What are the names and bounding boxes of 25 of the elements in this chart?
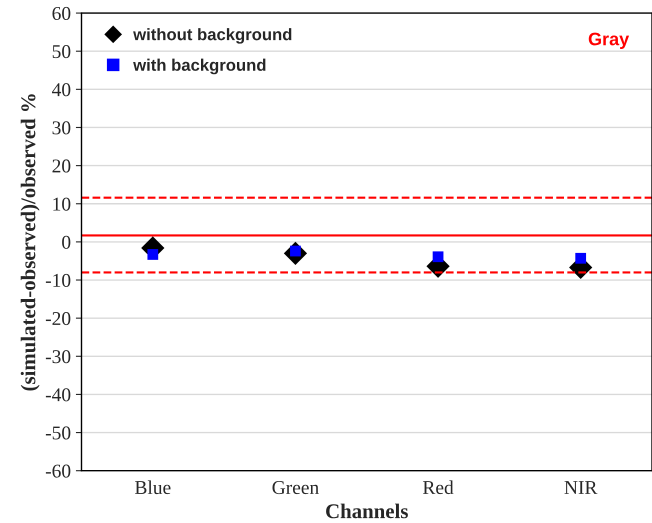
y-tick-label: -20 — [46, 312, 70, 326]
y-tick-label: -50 — [46, 426, 70, 440]
y-tick-label: 20 — [52, 159, 70, 173]
point — [432, 251, 444, 262]
y-tick-label: 60 — [52, 6, 70, 20]
y-tick-label: -60 — [46, 464, 70, 478]
legend-label: with background — [133, 58, 266, 74]
y-tick-label: 50 — [52, 45, 70, 58]
x-tick-label: NIR — [564, 481, 598, 494]
point — [147, 249, 158, 260]
x-tick-label: Green — [272, 481, 319, 494]
y-tick-label: -10 — [46, 274, 70, 287]
x-tick-label: Red — [422, 480, 454, 494]
x-axis-title: Channels — [326, 504, 408, 518]
y-tick-label: -40 — [46, 388, 70, 402]
y-tick-label: 0 — [62, 236, 70, 249]
y-axis-title: (simulated-observed)/observed % — [20, 94, 40, 391]
x-tick-label: Blue — [135, 480, 170, 494]
annotation: Gray — [588, 32, 630, 49]
y-tick-label: -30 — [46, 350, 70, 364]
y-tick-label: 30 — [52, 121, 70, 134]
legend-label: without background — [133, 28, 292, 44]
point — [575, 252, 586, 264]
y-tick-label: 40 — [52, 83, 70, 96]
y-tick-label: 10 — [53, 198, 70, 211]
